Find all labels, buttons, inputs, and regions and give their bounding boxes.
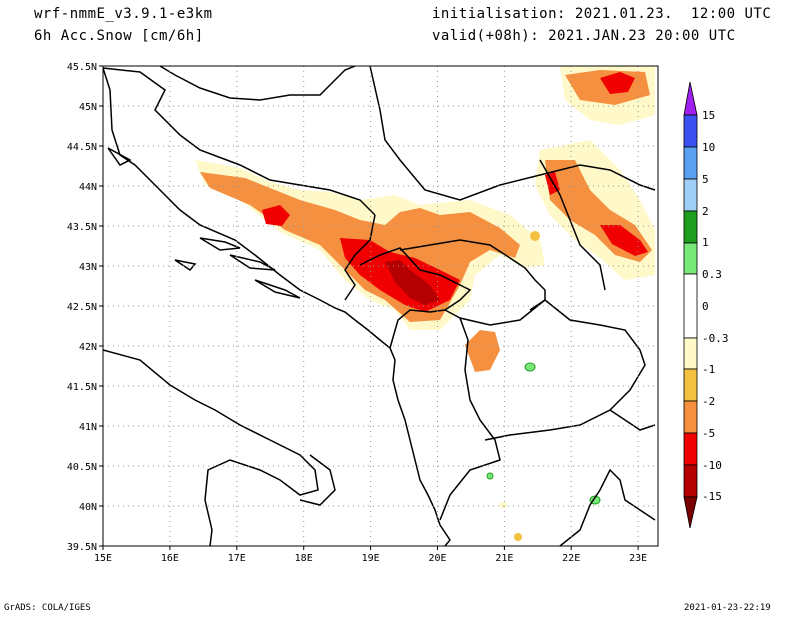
lat-label: 45.5N	[67, 62, 97, 73]
footer-timestamp: 2021-01-23-22:19	[684, 603, 771, 613]
legend-swatch	[683, 368, 698, 402]
grid-lines	[103, 66, 658, 546]
lat-label: 44.5N	[67, 142, 97, 153]
legend-label: 15	[702, 109, 715, 122]
lat-label: 45N	[79, 102, 97, 113]
legend-label: 5	[702, 173, 709, 186]
snow-core-red-4	[600, 72, 635, 94]
lon-label: 21E	[495, 553, 513, 564]
island-2	[229, 254, 276, 271]
map-frame	[102, 65, 659, 547]
lon-label: 18E	[295, 553, 313, 564]
lon-label: 19E	[362, 553, 380, 564]
coastlines-borders	[103, 66, 656, 546]
island-5	[107, 147, 132, 166]
legend-label: -15	[702, 490, 722, 503]
legend-label: 10	[702, 141, 715, 154]
border-macedonia-north	[459, 299, 641, 351]
lat-label: 44N	[79, 182, 97, 193]
border-hungary	[159, 66, 356, 101]
coastline-adriatic-east	[103, 67, 441, 526]
lat-label: 40N	[79, 502, 97, 513]
lat-label: 42.5N	[67, 302, 97, 313]
border-albania-north	[389, 309, 461, 349]
legend-swatch	[683, 400, 698, 434]
border-serbia-romania	[369, 66, 656, 201]
legend-label: -2	[702, 395, 715, 408]
lat-label: 39.5N	[67, 542, 97, 553]
snow-field	[195, 66, 655, 541]
coastline-italy	[103, 349, 319, 546]
legend-label: 0	[702, 300, 709, 313]
legend-label: -1	[702, 363, 715, 376]
coastline-greece-west	[439, 524, 451, 546]
snow-core-red-2	[262, 205, 290, 226]
legend-arrow-top	[683, 81, 698, 116]
lon-label: 20E	[428, 553, 446, 564]
coastline-heel	[299, 454, 336, 506]
border-bosnia-serbia	[344, 214, 376, 301]
border-bulgaria-greece	[609, 409, 656, 431]
island-4	[174, 259, 197, 271]
legend-swatch	[683, 432, 698, 466]
snow-core-darkred	[385, 260, 440, 305]
model-title: wrf-nmmE_v3.9.1-e3km	[34, 6, 213, 22]
axis-ticks	[99, 65, 639, 550]
lon-label: 15E	[94, 553, 112, 564]
valid-time: valid(+08h): 2021.JAN.23 20:00 UTC	[432, 28, 736, 44]
legend-arrow-bottom	[683, 496, 698, 529]
legend-swatch	[683, 464, 698, 498]
border-kosovo	[399, 239, 546, 311]
legend-swatch	[683, 178, 698, 212]
coastline-aegean	[559, 468, 656, 546]
island-1	[199, 237, 241, 251]
color-legend	[683, 81, 698, 529]
lat-label: 41.5N	[67, 382, 97, 393]
legend-swatch	[683, 273, 698, 339]
footer-credit: GrADS: COLA/IGES	[4, 603, 91, 613]
legend-labels: 15 10 5 2 1 0.3 0 -0.3 -1 -2 -5 -10 -15	[702, 109, 729, 503]
legend-swatch	[683, 242, 698, 275]
snow-spot-green-3	[486, 472, 494, 480]
lat-label: 43.5N	[67, 222, 97, 233]
lat-label: 43N	[79, 262, 97, 273]
lon-label: 23E	[629, 553, 647, 564]
lat-label: 42N	[79, 342, 97, 353]
legend-label: 0.3	[702, 268, 722, 281]
border-montenegro	[359, 247, 472, 311]
legend-label: 1	[702, 236, 709, 249]
legend-swatch	[683, 114, 698, 148]
legend-swatch	[683, 146, 698, 180]
field-title: 6h Acc.Snow [cm/6h]	[34, 28, 204, 44]
snow-spot-yellow-1	[499, 502, 507, 508]
border-macedonia-south	[484, 349, 646, 441]
legend-label: 2	[702, 205, 709, 218]
snow-core-red-3	[600, 225, 648, 256]
legend-label: -10	[702, 459, 722, 472]
snow-band-orange-se	[465, 330, 500, 372]
lat-label: 41N	[79, 422, 97, 433]
lon-label: 17E	[228, 553, 246, 564]
border-albania-east	[439, 317, 501, 521]
border-slovenia-croatia	[103, 67, 376, 216]
legend-label: -0.3	[702, 332, 729, 345]
snow-spot-yellow-3	[530, 231, 540, 241]
island-3	[254, 279, 301, 299]
lon-label: 16E	[161, 553, 179, 564]
legend-swatch	[683, 337, 698, 370]
legend-label: -5	[702, 427, 715, 440]
snow-spot-yellow-2	[514, 533, 522, 541]
legend-swatch	[683, 210, 698, 244]
lat-label: 40.5N	[67, 462, 97, 473]
border-serbia-bulgaria	[539, 159, 606, 291]
snow-spot-green-1	[524, 362, 536, 372]
init-time: initialisation: 2021.01.23. 12:00 UTC	[432, 6, 772, 22]
lat-labels: 45.5N 45N 44.5N 44N 43.5N 43N 42.5N 42N …	[67, 62, 97, 553]
lon-label: 22E	[562, 553, 580, 564]
lon-labels: 15E 16E 17E 18E 19E 20E 21E 22E 23E	[94, 553, 647, 564]
